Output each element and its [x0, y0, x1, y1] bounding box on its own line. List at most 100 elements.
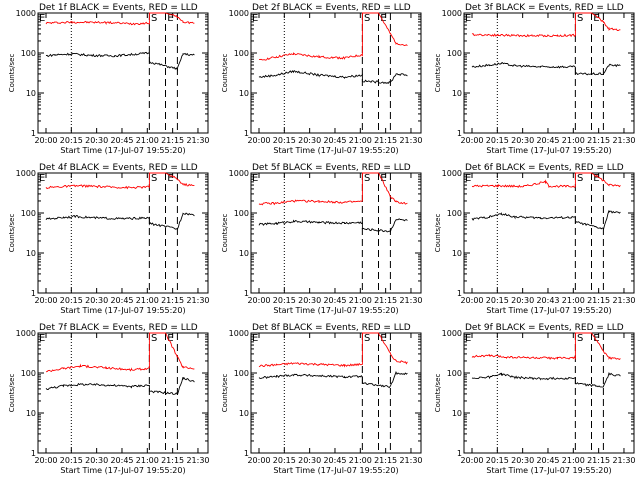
- y-tick-label: 1000: [16, 329, 36, 338]
- x-tick-label: 21:30: [399, 296, 422, 305]
- y-tick-label: 100: [21, 49, 36, 58]
- series-line-lld: [258, 332, 408, 368]
- y-tick-label: 1000: [442, 329, 462, 338]
- marker-e: E: [380, 13, 386, 24]
- x-tick-label: 20:30: [298, 456, 321, 465]
- x-tick-label: 20:45: [536, 456, 559, 465]
- x-tick-label: 20:00: [34, 136, 57, 145]
- x-axis-label: Start Time (17-Jul-07 19:55:20): [60, 146, 185, 155]
- x-tick-label: 21:30: [612, 456, 635, 465]
- x-tick-label: 20:45: [323, 136, 346, 145]
- x-tick-label: 21:00: [136, 136, 159, 145]
- chart-title: Det 7f BLACK = Events, RED = LLD: [39, 323, 198, 333]
- x-tick-label: 21:15: [587, 136, 610, 145]
- series-line-lld: [258, 172, 408, 206]
- y-tick-label: 1: [31, 289, 36, 298]
- chart-title: Det 6f BLACK = Events, RED = LLD: [465, 163, 624, 173]
- chart-panel-1: Det 1f BLACK = Events, RED = LLD 1 10 100 10…: [8, 3, 210, 155]
- plot-frame: [463, 172, 635, 294]
- y-tick-label: 1: [244, 449, 249, 458]
- y-tick-label: 1: [457, 289, 462, 298]
- x-tick-label: 21:15: [161, 136, 184, 145]
- x-tick-label: 21:15: [587, 296, 610, 305]
- y-tick-label: 100: [234, 369, 249, 378]
- y-tick-label: 1000: [442, 9, 462, 18]
- y-tick-label: 10: [26, 89, 36, 98]
- series-line-events: [45, 376, 195, 396]
- y-axis-label: Counts/sec: [434, 214, 442, 253]
- plot-frame: [463, 12, 635, 134]
- x-axis-label: Start Time (17-Jul-07 19:55:20): [486, 466, 611, 475]
- y-tick-label: 1000: [16, 169, 36, 178]
- marker-e: E: [380, 173, 386, 184]
- x-tick-label: 20:30: [298, 136, 321, 145]
- x-tick-label: 20:45: [110, 296, 133, 305]
- series-line-events: [258, 370, 408, 389]
- chart-panel-7: Det 7f BLACK = Events, RED = LLD 1 10 100 10…: [8, 323, 210, 475]
- series-line-lld: [471, 12, 621, 38]
- series-line-lld: [45, 172, 195, 190]
- y-axis-label: Counts/sec: [8, 54, 16, 93]
- plot-frame: [250, 12, 422, 134]
- x-tick-label: 21:15: [374, 456, 397, 465]
- y-tick-label: 1: [244, 289, 249, 298]
- y-tick-label: 100: [234, 49, 249, 58]
- plot-frame: [37, 12, 209, 134]
- x-axis-label: Start Time (17-Jul-07 19:55:20): [486, 146, 611, 155]
- x-tick-label: 20:00: [247, 296, 270, 305]
- marker-e-left: E: [39, 173, 45, 184]
- marker-s: S: [151, 333, 157, 344]
- x-tick-label: 21:00: [562, 296, 585, 305]
- x-axis-label: Start Time (17-Jul-07 19:55:20): [273, 306, 398, 315]
- y-tick-label: 10: [26, 409, 36, 418]
- x-tick-label: 21:30: [612, 296, 635, 305]
- series-line-events: [471, 371, 621, 388]
- x-tick-label: 20:30: [511, 296, 534, 305]
- x-tick-label: 21:30: [612, 136, 635, 145]
- x-tick-label: 21:15: [161, 296, 184, 305]
- chart-panel-9: Det 9f BLACK = Events, RED = LLD 1 10 100 10…: [434, 323, 636, 475]
- series-line-events: [258, 218, 408, 233]
- series-line-events: [471, 61, 621, 76]
- marker-e: E: [167, 173, 173, 184]
- marker-e: E: [167, 13, 173, 24]
- series-line-events: [471, 210, 621, 230]
- y-tick-label: 100: [21, 209, 36, 218]
- x-tick-label: 20:00: [247, 136, 270, 145]
- y-tick-label: 100: [21, 369, 36, 378]
- marker-e-left: E: [252, 13, 258, 24]
- x-tick-label: 20:45: [110, 136, 133, 145]
- series-line-lld: [471, 332, 621, 361]
- marker-s: S: [151, 13, 157, 24]
- chart-title: Det 2f BLACK = Events, RED = LLD: [252, 3, 411, 13]
- x-tick-label: 20:15: [273, 456, 296, 465]
- y-tick-label: 1: [31, 129, 36, 138]
- x-tick-label: 21:30: [399, 456, 422, 465]
- x-tick-label: 20:45: [110, 456, 133, 465]
- series-line-lld: [471, 172, 621, 189]
- x-axis-label: Start Time (17-Jul-07 19:55:20): [60, 306, 185, 315]
- x-tick-label: 21:15: [161, 456, 184, 465]
- marker-e-left: E: [252, 173, 258, 184]
- marker-s: S: [364, 173, 370, 184]
- marker-e: E: [593, 333, 599, 344]
- y-axis-label: Counts/sec: [8, 374, 16, 413]
- y-axis-label: Counts/sec: [434, 54, 442, 93]
- x-tick-label: 20:15: [60, 136, 83, 145]
- marker-e-left: E: [465, 333, 471, 344]
- x-tick-label: 21:30: [186, 136, 209, 145]
- x-tick-label: 20:30: [85, 456, 108, 465]
- y-tick-label: 10: [239, 89, 249, 98]
- x-tick-label: 20:00: [247, 456, 270, 465]
- x-tick-label: 20:00: [460, 136, 483, 145]
- x-tick-label: 21:15: [374, 296, 397, 305]
- chart-panel-8: Det 8f BLACK = Events, RED = LLD 1 10 100 10…: [221, 323, 423, 475]
- x-tick-label: 21:00: [562, 456, 585, 465]
- y-tick-label: 1000: [229, 329, 249, 338]
- y-tick-label: 100: [447, 369, 462, 378]
- y-tick-label: 1000: [229, 169, 249, 178]
- y-tick-label: 10: [239, 249, 249, 258]
- chart-title: Det 5f BLACK = Events, RED = LLD: [252, 163, 411, 173]
- plot-frame: [37, 172, 209, 294]
- plot-frame: [250, 332, 422, 454]
